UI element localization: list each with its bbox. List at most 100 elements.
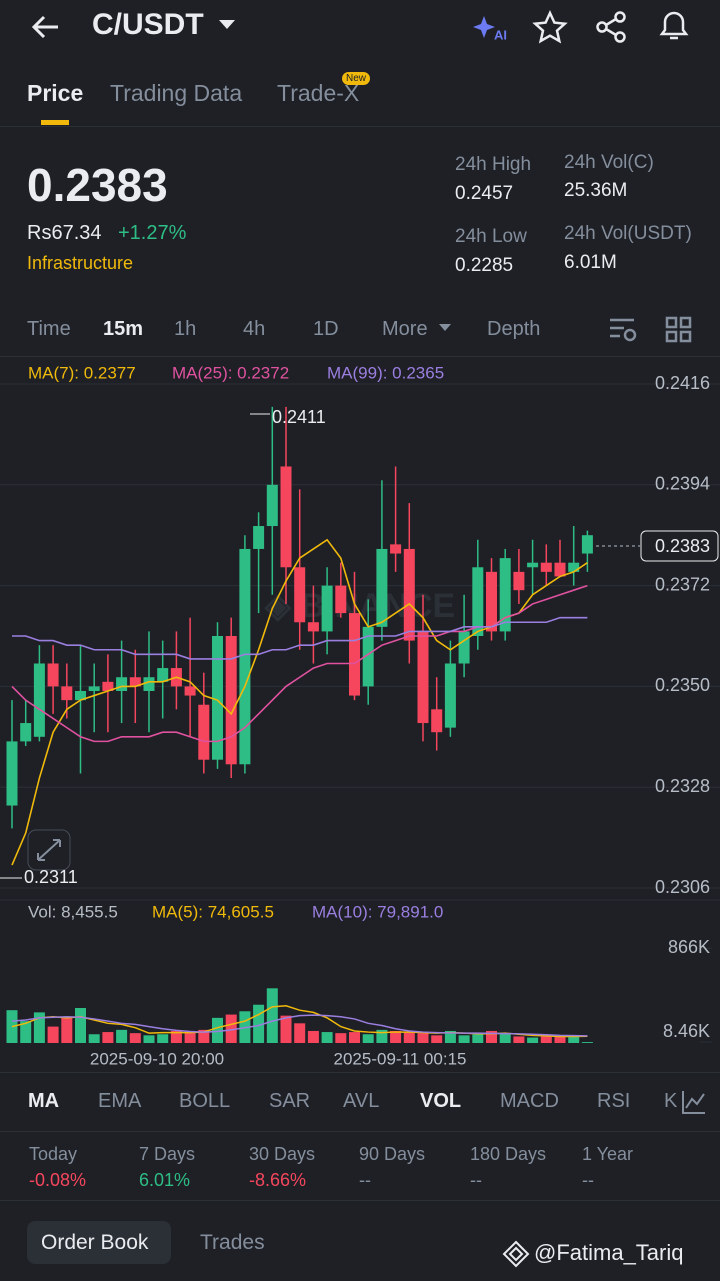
new-badge: New (342, 72, 371, 85)
candle-body (157, 668, 169, 682)
volume-bar (472, 1034, 484, 1043)
interval[interactable]: Time (27, 318, 71, 340)
favorite-icon[interactable] (532, 10, 568, 44)
volume-bar (335, 1033, 347, 1043)
volume-bar (390, 1030, 402, 1043)
volume-bar (157, 1034, 169, 1043)
fiat-price: Rs67.34 (27, 222, 102, 244)
candle-body (239, 548, 251, 765)
performance-label: 1 Year (582, 1144, 634, 1164)
category-tag[interactable]: Infrastructure (27, 253, 134, 273)
volume-bar (568, 1035, 580, 1043)
more-arrow (439, 324, 451, 331)
notification-icon[interactable] (656, 8, 692, 44)
indicator[interactable]: SAR (269, 1090, 311, 1112)
volume-bar (266, 988, 278, 1043)
interval-more[interactable]: More (382, 318, 428, 340)
stat-label: 24h Vol(C) (564, 152, 654, 173)
candle-body (403, 548, 415, 641)
pair-title[interactable]: C/USDT (92, 8, 204, 41)
candle-body (280, 466, 292, 568)
divider (0, 1072, 720, 1073)
indicator[interactable]: MACD (500, 1090, 559, 1112)
indicator-selected[interactable]: MA (28, 1090, 60, 1112)
volume-bar (61, 1017, 73, 1043)
performance-value: -0.08% (29, 1170, 87, 1190)
performance-value: -- (582, 1170, 594, 1190)
divider (0, 126, 720, 127)
indicator-settings[interactable] (680, 1088, 708, 1116)
last-price: 0.2383 (27, 159, 168, 211)
interval-selected[interactable]: 15m (103, 318, 144, 340)
volume-bar (486, 1030, 497, 1043)
x-tick-label: 2025-09-11 00:15 (334, 1049, 467, 1068)
candle-body (88, 686, 100, 691)
candle-body (581, 535, 593, 554)
candle-body (6, 741, 18, 806)
candle-body (568, 562, 580, 572)
candle-body (321, 585, 333, 632)
volume-ma-line (11, 1014, 588, 1037)
dropdown-icon[interactable] (218, 18, 236, 32)
candle-body (212, 636, 223, 760)
candle-body (116, 677, 128, 691)
candle-body (33, 663, 45, 737)
interval[interactable]: 4h (243, 318, 266, 340)
candle-body (472, 567, 484, 636)
volume-bar (47, 1026, 59, 1043)
share-icon[interactable] (594, 10, 630, 44)
volume-bar (116, 1029, 128, 1043)
volume-bar (362, 1034, 374, 1043)
indicator[interactable]: EMA (98, 1090, 142, 1112)
back-button[interactable] (28, 12, 62, 42)
x-tick-label: 2025-09-10 20:00 (90, 1049, 224, 1068)
volume-bar (444, 1030, 456, 1043)
candle-body (184, 686, 196, 696)
volume-bar (403, 1032, 415, 1043)
tab-trades[interactable]: Trades (200, 1231, 265, 1254)
volume-tick-label: 866K (668, 937, 710, 957)
candle-body (266, 484, 278, 527)
tab-order-book[interactable]: Order Book (41, 1231, 149, 1254)
volume-bar (88, 1034, 100, 1043)
stat-value: 25.36M (564, 180, 628, 201)
stat-value: 6.01M (564, 252, 617, 273)
interval[interactable]: 1D (313, 318, 339, 340)
divider (0, 356, 720, 357)
interval-depth[interactable]: Depth (487, 318, 541, 340)
volume-ma-legend: MA(5): 74,605.5 (152, 902, 274, 921)
volume-tick-label: 8.46K (663, 1021, 710, 1041)
tab-price[interactable]: Price (27, 80, 84, 106)
ai-icon[interactable]: AI (470, 10, 508, 44)
performance-value: -- (359, 1170, 371, 1190)
indicator-selected[interactable]: VOL (420, 1090, 462, 1112)
stat-value: 0.2285 (455, 255, 514, 276)
price-change: +1.27% (118, 222, 187, 244)
volume-bar (20, 1021, 32, 1043)
candle-body (294, 567, 306, 623)
tab-trading-data[interactable]: Trading Data (110, 80, 243, 106)
candle-body (540, 562, 552, 572)
volume-bar (376, 1029, 388, 1043)
layout-icon[interactable] (665, 316, 693, 344)
indicator[interactable]: AVL (343, 1090, 380, 1112)
volume-bar (431, 1035, 443, 1043)
candle-body (20, 723, 32, 742)
volume-ma-legend: MA(10): 79,891.0 (312, 902, 443, 921)
indicator[interactable]: K (664, 1090, 678, 1112)
interval[interactable]: 1h (174, 318, 197, 340)
volume-title: Vol: 8,455.5 (28, 902, 118, 921)
candle-body (349, 613, 360, 696)
expand-button[interactable] (27, 829, 71, 871)
settings-icon[interactable] (608, 316, 638, 344)
candle-body (307, 622, 319, 632)
indicator[interactable]: RSI (597, 1090, 631, 1112)
indicator[interactable]: BOLL (179, 1090, 231, 1112)
candle-body (253, 526, 265, 549)
performance-label: 7 Days (139, 1144, 196, 1164)
volume-bar (102, 1032, 114, 1043)
y-tick-label: 0.2328 (655, 776, 710, 796)
low-label: 0.2311 (24, 867, 78, 887)
candle-body (143, 677, 155, 691)
